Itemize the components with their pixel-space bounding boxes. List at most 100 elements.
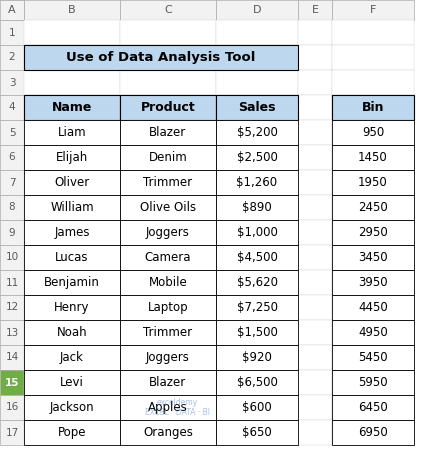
Text: $7,250: $7,250 [236,301,277,314]
Bar [24,20,120,45]
Bar [0,370,24,395]
Bar [216,195,298,220]
Text: 6: 6 [8,153,15,162]
Text: 10: 10 [5,252,19,262]
Text: $1,000: $1,000 [236,226,277,239]
Bar [332,395,414,420]
Bar [332,295,414,320]
Bar [332,0,414,20]
Bar [216,345,298,370]
Bar [120,245,216,270]
Bar [216,20,298,45]
Text: Denim: Denim [149,151,187,164]
Text: 15: 15 [5,377,19,388]
Bar [332,120,414,145]
Text: Elijah: Elijah [56,151,88,164]
Text: Blazer: Blazer [149,126,186,139]
Bar [24,395,120,420]
Bar [120,370,216,395]
Bar [298,395,332,420]
Bar [332,345,414,370]
Text: Apples: Apples [148,401,188,414]
Bar [24,145,120,170]
Bar [216,270,298,295]
Text: 13: 13 [5,327,19,338]
Bar [120,345,216,370]
Bar [0,220,24,245]
Bar [332,220,414,245]
Text: Joggers: Joggers [146,351,190,364]
Bar [0,145,24,170]
Polygon shape [0,0,24,20]
Text: 17: 17 [5,428,19,438]
Bar [24,195,120,220]
Bar [332,395,414,420]
Bar [332,45,414,70]
Bar [298,295,332,320]
Bar [120,270,216,295]
Bar [120,395,216,420]
Text: Olive Oils: Olive Oils [140,201,196,214]
Bar [216,420,298,445]
Bar [24,370,120,395]
Text: 6950: 6950 [358,426,388,439]
Text: 3: 3 [8,78,15,88]
Bar [332,420,414,445]
Text: $1,260: $1,260 [236,176,277,189]
Text: 2: 2 [8,52,15,63]
Bar [24,295,120,320]
Bar [332,95,414,120]
Bar [24,170,120,195]
Bar [120,195,216,220]
Text: $890: $890 [242,201,272,214]
Bar [298,145,332,170]
Bar [216,95,298,120]
Bar [332,270,414,295]
Bar [120,20,216,45]
Bar [298,95,332,120]
Bar [298,120,332,145]
Text: Joggers: Joggers [146,226,190,239]
Bar [120,395,216,420]
Bar [120,220,216,245]
Bar [24,420,120,445]
Bar [216,45,298,70]
Text: 2450: 2450 [358,201,388,214]
Text: 6450: 6450 [358,401,388,414]
Bar [24,220,120,245]
Bar [0,395,24,420]
Text: 1950: 1950 [358,176,388,189]
Text: Oranges: Oranges [143,426,193,439]
Bar [216,220,298,245]
Bar [332,270,414,295]
Bar [120,270,216,295]
Bar [120,120,216,145]
Bar [24,145,120,170]
Bar [0,420,24,445]
Bar [0,20,24,45]
Bar [216,345,298,370]
Bar [332,320,414,345]
Bar [24,95,120,120]
Bar [120,245,216,270]
Text: 1: 1 [8,27,15,38]
Bar [24,345,120,370]
Bar [332,370,414,395]
Text: Jackson: Jackson [50,401,94,414]
Bar [216,70,298,95]
Bar [332,195,414,220]
Bar [216,295,298,320]
Bar [216,395,298,420]
Bar [298,370,332,395]
Text: Henry: Henry [54,301,90,314]
Bar [216,95,298,120]
Text: D: D [253,5,261,15]
Text: Bin: Bin [362,101,384,114]
Text: Blazer: Blazer [149,376,186,389]
Bar [24,120,120,145]
Text: James: James [54,226,90,239]
Bar [0,270,24,295]
Bar [24,170,120,195]
Bar [332,145,414,170]
Bar [216,395,298,420]
